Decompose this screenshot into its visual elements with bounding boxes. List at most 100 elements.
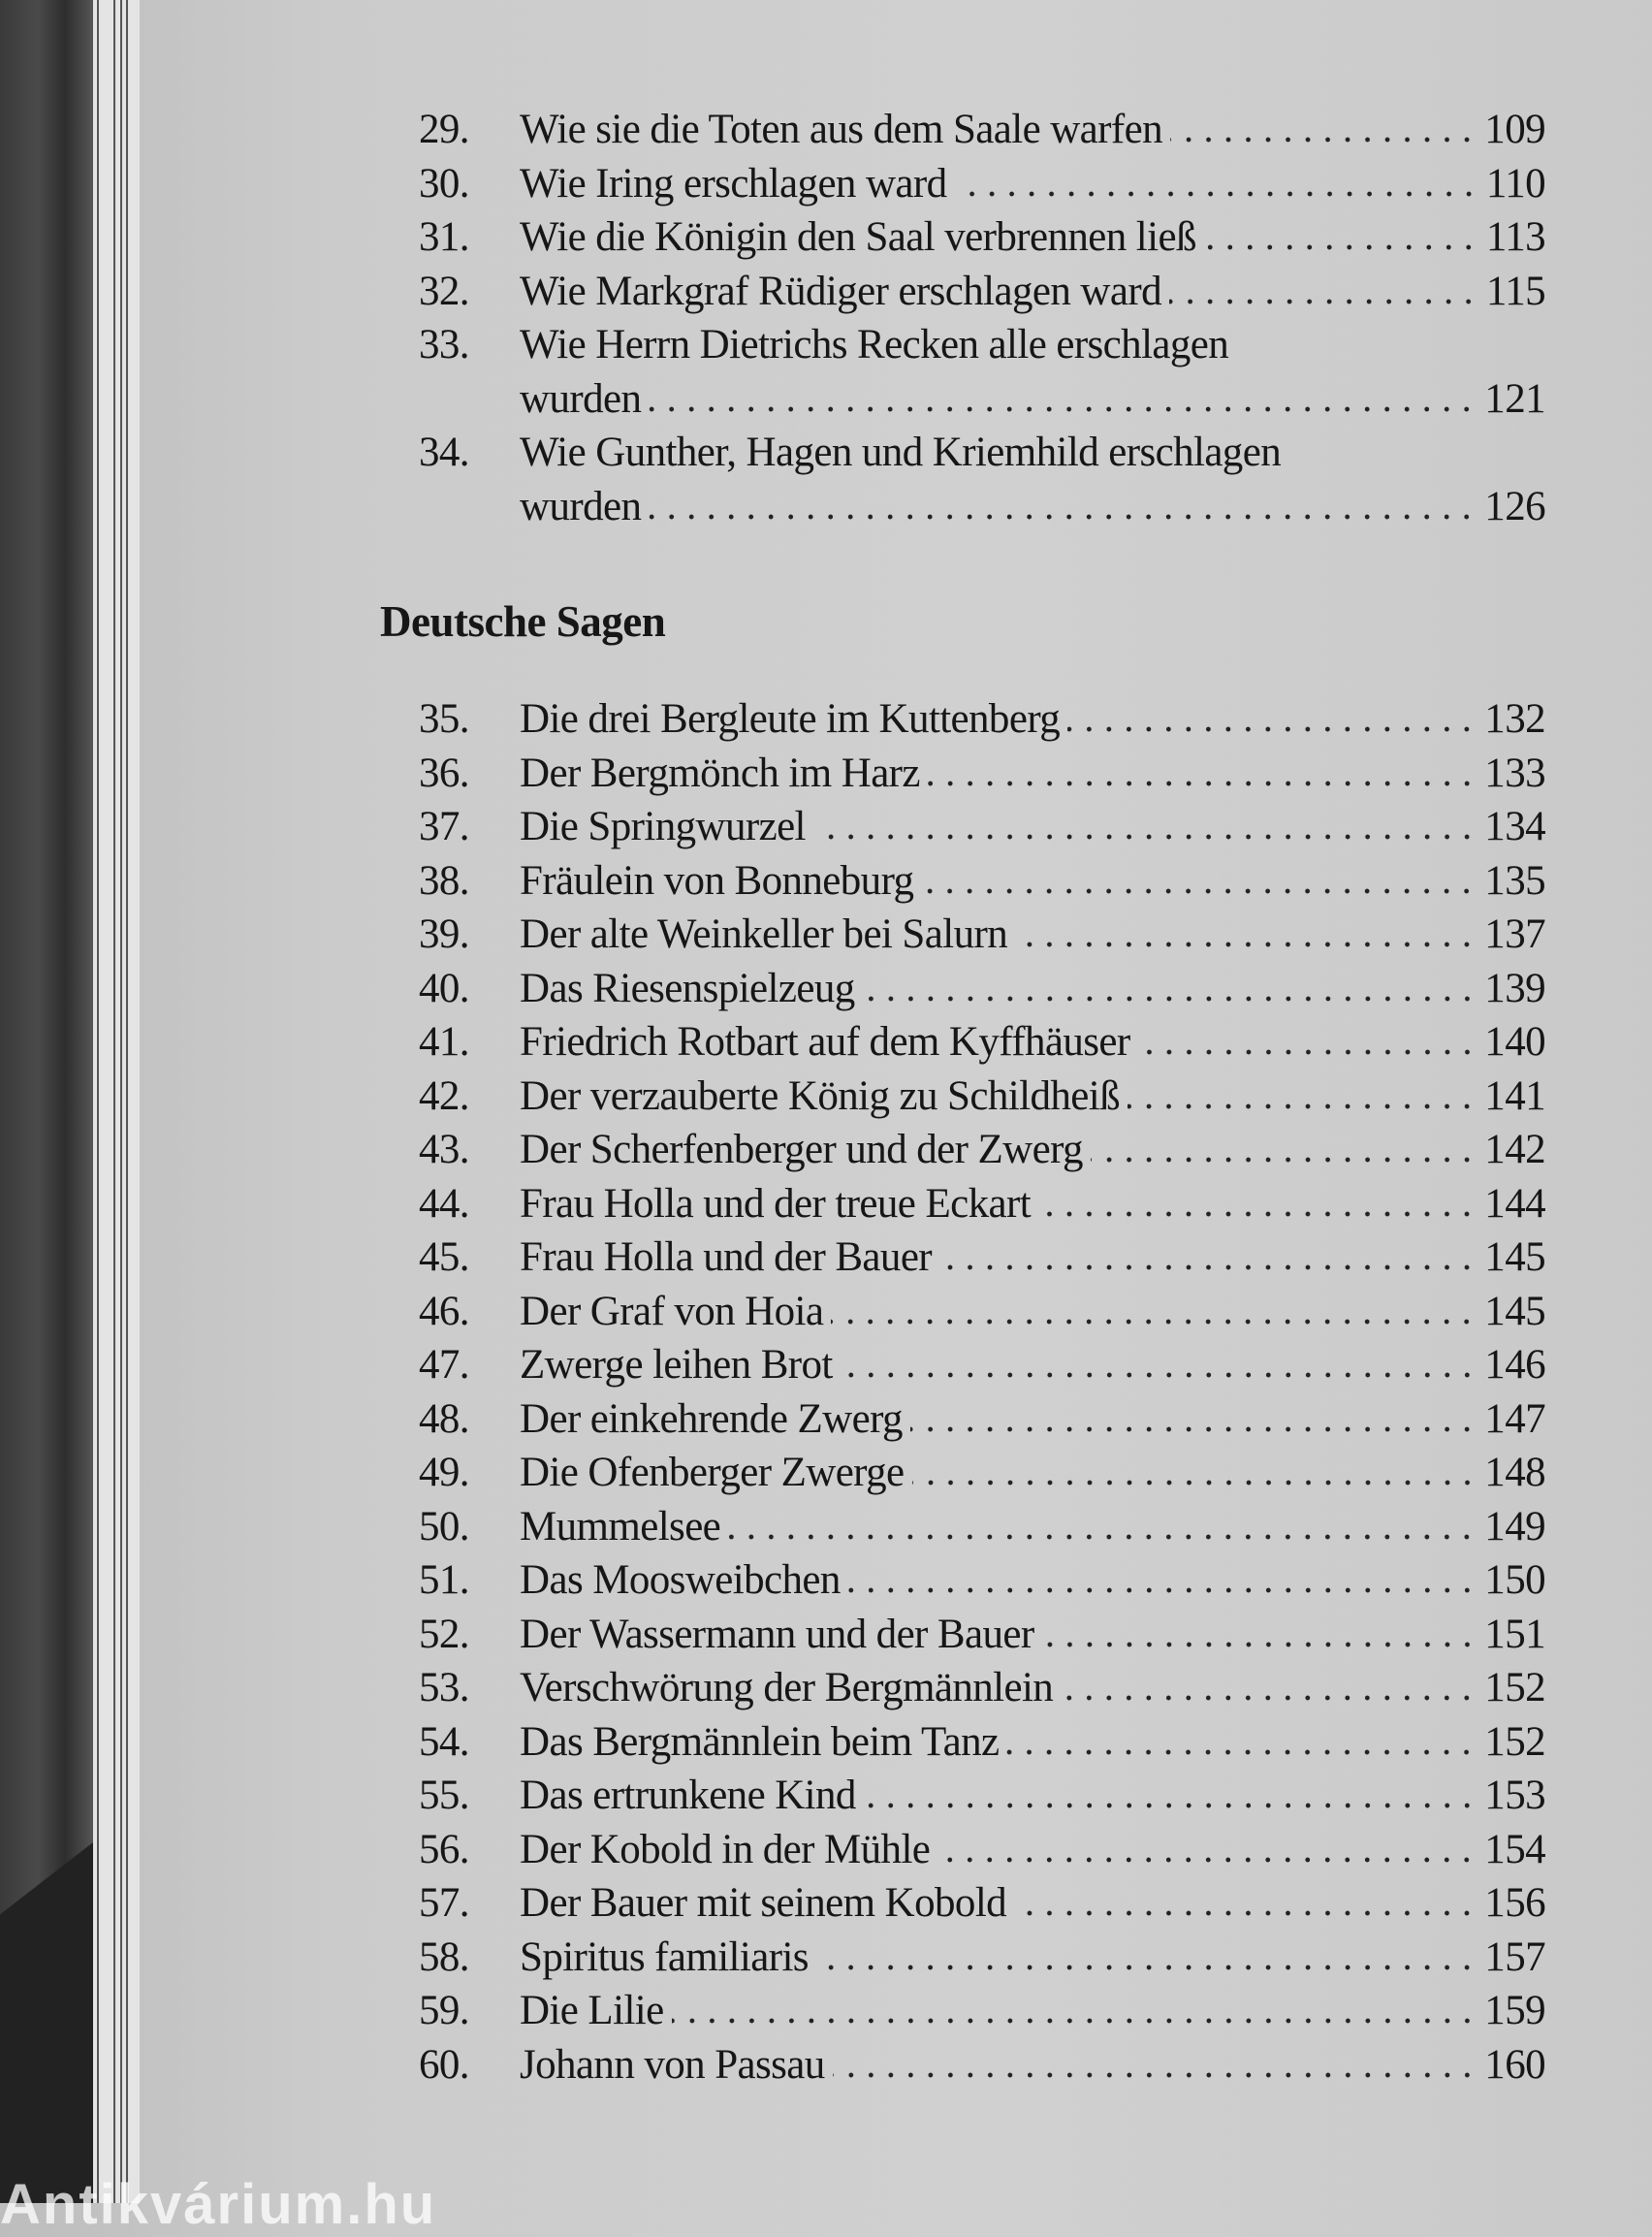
entry-number: 30. [419,160,470,207]
dot-leader [911,1480,1477,1486]
entry-line: Fräulein von Bonneburg 135 [520,854,1546,909]
dot-leader [1137,1049,1477,1055]
book-edge [0,0,93,2203]
entry-page-number: 113 [1485,214,1546,260]
entry-page-number: 133 [1484,750,1545,796]
dot-leader [1090,1157,1477,1163]
toc-entry: 31. Wie die Königin den Saal verbrennen l… [419,210,1546,265]
dot-leader [863,1803,1477,1808]
entry-line: Die Lilie 159 [520,1984,1546,2038]
entry-line: Das ertrunkene Kind 153 [520,1769,1546,1823]
dot-leader [937,1856,1477,1863]
toc-entry: 35. Die drei Bergleute im Kuttenberg 132 [419,692,1546,747]
entry-title: Wie die Königin den Saal verbrennen ließ [520,214,1196,260]
toc-entry: 29. Wie sie die Toten aus dem Saale warfe… [419,103,1546,157]
entry-line: Der Scherfenberger und der Zwerg 142 [520,1123,1546,1177]
entry-page-number: 145 [1484,1234,1545,1280]
dot-leader [671,2018,1477,2024]
entry-line: Frau Holla und der Bauer 145 [520,1230,1546,1285]
entry-number: 54. [419,1718,470,1765]
entry-number: 43. [419,1127,470,1172]
entry-page-number: 134 [1484,804,1545,849]
entry-line: Der Bergmönch im Harz 133 [520,747,1546,801]
entry-line: Der Bauer mit seinem Kobold 156 [520,1876,1546,1931]
dot-leader [1170,137,1477,143]
entry-line: Wie Iring erschlagen ward 110 [520,157,1546,211]
toc-entry: 54. Das Bergmännlein beim Tanz 152 [419,1715,1546,1770]
page-edge-line [126,0,128,2203]
toc-entry: 51. Das Moosweibchen 150 [419,1553,1546,1608]
dot-leader [1169,298,1478,304]
entry-page-number: 149 [1484,1503,1545,1550]
entry-number: 33. [419,322,470,368]
entry-page-number: 150 [1484,1557,1545,1603]
toc-entry: 44. Frau Holla und der treue Eckart 144 [419,1177,1546,1231]
toc-entry: 30. Wie Iring erschlagen ward 110 [419,157,1546,211]
entry-page-number: 160 [1484,2041,1545,2088]
entry-number: 38. [419,857,470,904]
entry-line: Mummelsee 149 [520,1500,1546,1554]
entry-title: Frau Holla und der Bauer [520,1234,933,1280]
dot-leader [862,995,1477,1002]
toc-entry: 42. Der verzauberte König zu Schildheiß 14… [419,1070,1546,1124]
entry-title: Die drei Bergleute im Kuttenberg [520,696,1061,742]
entry-line: Spiritus familiaris 157 [520,1931,1546,1985]
toc-entry: 45. Frau Holla und der Bauer 145 [419,1230,1546,1285]
entry-line: Die Ofenberger Zwerge 148 [520,1446,1546,1500]
entry-number: 52. [419,1611,470,1657]
dot-leader [927,780,1477,786]
entry-title: Der einkehrende Zwerg [520,1395,904,1442]
entry-line: Der einkehrende Zwerg 147 [520,1392,1546,1447]
entry-page-number: 109 [1484,107,1545,152]
entry-page-number: 145 [1484,1288,1545,1334]
entry-number: 31. [419,214,470,260]
entry-page-number: 154 [1484,1826,1545,1872]
entry-page-number: 147 [1484,1395,1545,1442]
entry-title: Der Graf von Hoia [520,1288,824,1334]
entry-page-number: 157 [1484,1933,1545,1980]
entry-page-number: 132 [1484,696,1545,742]
dot-leader [847,1587,1477,1593]
entry-title: Friedrich Rotbart auf dem Kyffhäuser [520,1019,1130,1065]
entry-number: 45. [419,1234,470,1280]
dot-leader [831,1318,1477,1325]
toc-entry: 39. Der alte Weinkeller bei Salurn 137 [419,908,1546,962]
entry-title: wurden [520,483,642,529]
entry-title: Johann von Passau [520,2041,825,2088]
entry-page-number: 139 [1484,965,1545,1011]
entry-title: wurden [520,375,642,422]
entry-title: Die Springwurzel [520,804,807,849]
entry-line: Zwerge leihen Brot 146 [520,1338,1546,1392]
entry-line: Die Springwurzel 134 [520,800,1546,854]
entry-number: 42. [419,1072,470,1119]
entry-page-number: 121 [1484,375,1545,422]
entry-number: 53. [419,1665,470,1710]
entry-number: 55. [419,1773,470,1818]
entry-line: wurden 126 [520,480,1546,534]
toc-entry: 37. Die Springwurzel 134 [419,800,1546,854]
entry-page-number: 156 [1484,1880,1545,1926]
toc-entry: 47. Zwerge leihen Brot 146 [419,1338,1546,1392]
entry-page-number: 110 [1485,160,1546,207]
entry-page-number: 140 [1484,1019,1545,1065]
entry-line: Wie die Königin den Saal verbrennen ließ… [520,210,1546,265]
entry-line: Der alte Weinkeller bei Salurn 137 [520,908,1546,962]
entry-number: 44. [419,1180,470,1227]
entry-page-number: 152 [1484,1718,1545,1765]
entry-number: 49. [419,1450,470,1495]
toc-entry: 34. Wie Gunther, Hagen und Kriemhild ersc… [419,426,1545,480]
toc-entry: 38. Fräulein von Bonneburg 135 [419,854,1546,909]
entry-title: Das ertrunkene Kind [520,1773,856,1818]
entry-line: Das Moosweibchen 150 [520,1553,1546,1608]
entry-page-number: 115 [1485,268,1546,314]
toc-entry: wurden 126 [419,480,1546,534]
dot-leader [1127,1103,1477,1109]
entry-page-number: 137 [1484,911,1545,957]
dot-leader [815,1964,1477,1970]
toc-entry: 57. Der Bauer mit seinem Kobold 156 [419,1876,1546,1931]
entry-title: Das Moosweibchen [520,1557,841,1603]
entry-number: 37. [419,804,470,849]
entry-line: Der Wassermann und der Bauer 151 [520,1608,1546,1662]
entry-page-number: 148 [1484,1450,1545,1495]
entry-number: 56. [419,1826,470,1872]
